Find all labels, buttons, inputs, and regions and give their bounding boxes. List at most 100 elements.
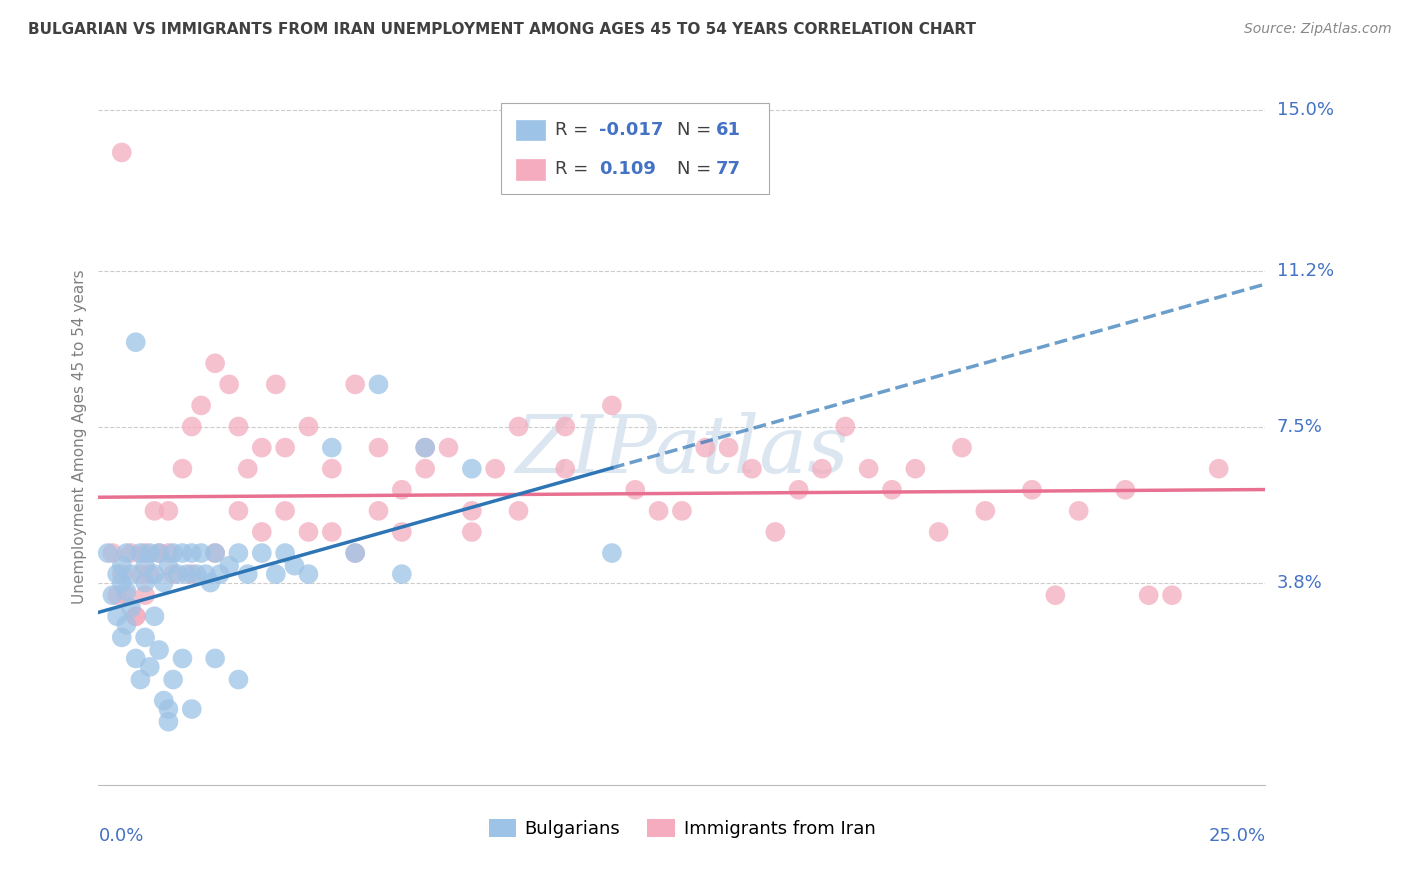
Text: 25.0%: 25.0% xyxy=(1208,827,1265,845)
Point xyxy=(250,546,273,560)
Point xyxy=(1137,588,1160,602)
Point xyxy=(162,567,184,582)
Point xyxy=(139,546,162,560)
Point xyxy=(236,567,259,582)
Point xyxy=(264,567,287,582)
Text: N =: N = xyxy=(678,121,717,139)
Point xyxy=(236,461,259,475)
Point xyxy=(105,609,128,624)
Point xyxy=(367,377,389,392)
Text: -0.017: -0.017 xyxy=(599,121,664,139)
Point xyxy=(508,504,530,518)
Point xyxy=(120,567,142,582)
Point xyxy=(391,567,413,582)
Point xyxy=(120,600,142,615)
Point xyxy=(274,504,297,518)
Text: 61: 61 xyxy=(716,121,741,139)
Point xyxy=(264,377,287,392)
Text: 0.109: 0.109 xyxy=(599,161,657,178)
Point xyxy=(647,504,669,518)
Point xyxy=(200,575,222,590)
Point xyxy=(1161,588,1184,602)
FancyBboxPatch shape xyxy=(501,103,769,194)
Point xyxy=(228,419,250,434)
Point xyxy=(228,546,250,560)
Point xyxy=(218,558,240,573)
Point xyxy=(148,643,170,657)
Point xyxy=(180,567,202,582)
Point xyxy=(166,567,188,582)
Point xyxy=(204,546,226,560)
Point xyxy=(904,461,927,475)
Point xyxy=(190,399,212,413)
Text: 11.2%: 11.2% xyxy=(1277,261,1334,279)
Point xyxy=(105,567,128,582)
Point xyxy=(115,588,138,602)
Point xyxy=(111,567,134,582)
Point xyxy=(152,575,174,590)
Point xyxy=(321,441,343,455)
Point xyxy=(157,714,180,729)
Point xyxy=(139,567,162,582)
Point xyxy=(1114,483,1136,497)
Text: 7.5%: 7.5% xyxy=(1277,417,1323,435)
Point xyxy=(157,558,180,573)
Text: 15.0%: 15.0% xyxy=(1277,102,1333,120)
Text: ZIPatlas: ZIPatlas xyxy=(515,412,849,490)
Point xyxy=(143,504,166,518)
Point xyxy=(321,524,343,539)
Text: 3.8%: 3.8% xyxy=(1277,574,1322,591)
Point xyxy=(461,504,484,518)
Point xyxy=(367,441,389,455)
Text: N =: N = xyxy=(678,161,717,178)
Point xyxy=(1067,504,1090,518)
Point xyxy=(413,461,436,475)
Point xyxy=(787,483,810,497)
Point xyxy=(391,483,413,497)
Text: BULGARIAN VS IMMIGRANTS FROM IRAN UNEMPLOYMENT AMONG AGES 45 TO 54 YEARS CORRELA: BULGARIAN VS IMMIGRANTS FROM IRAN UNEMPL… xyxy=(28,22,976,37)
Point xyxy=(624,483,647,497)
Point xyxy=(344,546,367,560)
Y-axis label: Unemployment Among Ages 45 to 54 years: Unemployment Among Ages 45 to 54 years xyxy=(72,269,87,605)
Point xyxy=(250,524,273,539)
Point xyxy=(461,524,484,539)
Text: R =: R = xyxy=(555,121,593,139)
Point xyxy=(880,483,903,497)
Point xyxy=(508,419,530,434)
Point xyxy=(172,546,194,560)
Point xyxy=(204,356,226,370)
Point xyxy=(105,588,128,602)
Point xyxy=(974,504,997,518)
Point xyxy=(250,441,273,455)
Point xyxy=(194,567,217,582)
Point xyxy=(1021,483,1043,497)
Point xyxy=(134,558,156,573)
Point xyxy=(125,335,148,350)
Text: 77: 77 xyxy=(716,161,741,178)
Point xyxy=(157,504,180,518)
Point xyxy=(134,631,156,645)
Point xyxy=(554,419,576,434)
Point xyxy=(115,584,138,599)
Point xyxy=(157,546,180,560)
Point xyxy=(600,399,623,413)
Point xyxy=(413,441,436,455)
Point xyxy=(180,546,202,560)
Bar xyxy=(516,159,546,179)
Point xyxy=(139,660,162,674)
Point xyxy=(134,575,156,590)
Point xyxy=(297,524,319,539)
Point xyxy=(297,419,319,434)
Point xyxy=(204,546,226,560)
Point xyxy=(218,377,240,392)
Point xyxy=(391,524,413,539)
Point xyxy=(1208,461,1230,475)
Point xyxy=(176,567,198,582)
Point xyxy=(134,588,156,602)
Point xyxy=(129,567,152,582)
Point xyxy=(600,546,623,560)
Point xyxy=(321,461,343,475)
Point xyxy=(1045,588,1067,602)
Point xyxy=(858,461,880,475)
Legend: Bulgarians, Immigrants from Iran: Bulgarians, Immigrants from Iran xyxy=(481,812,883,846)
